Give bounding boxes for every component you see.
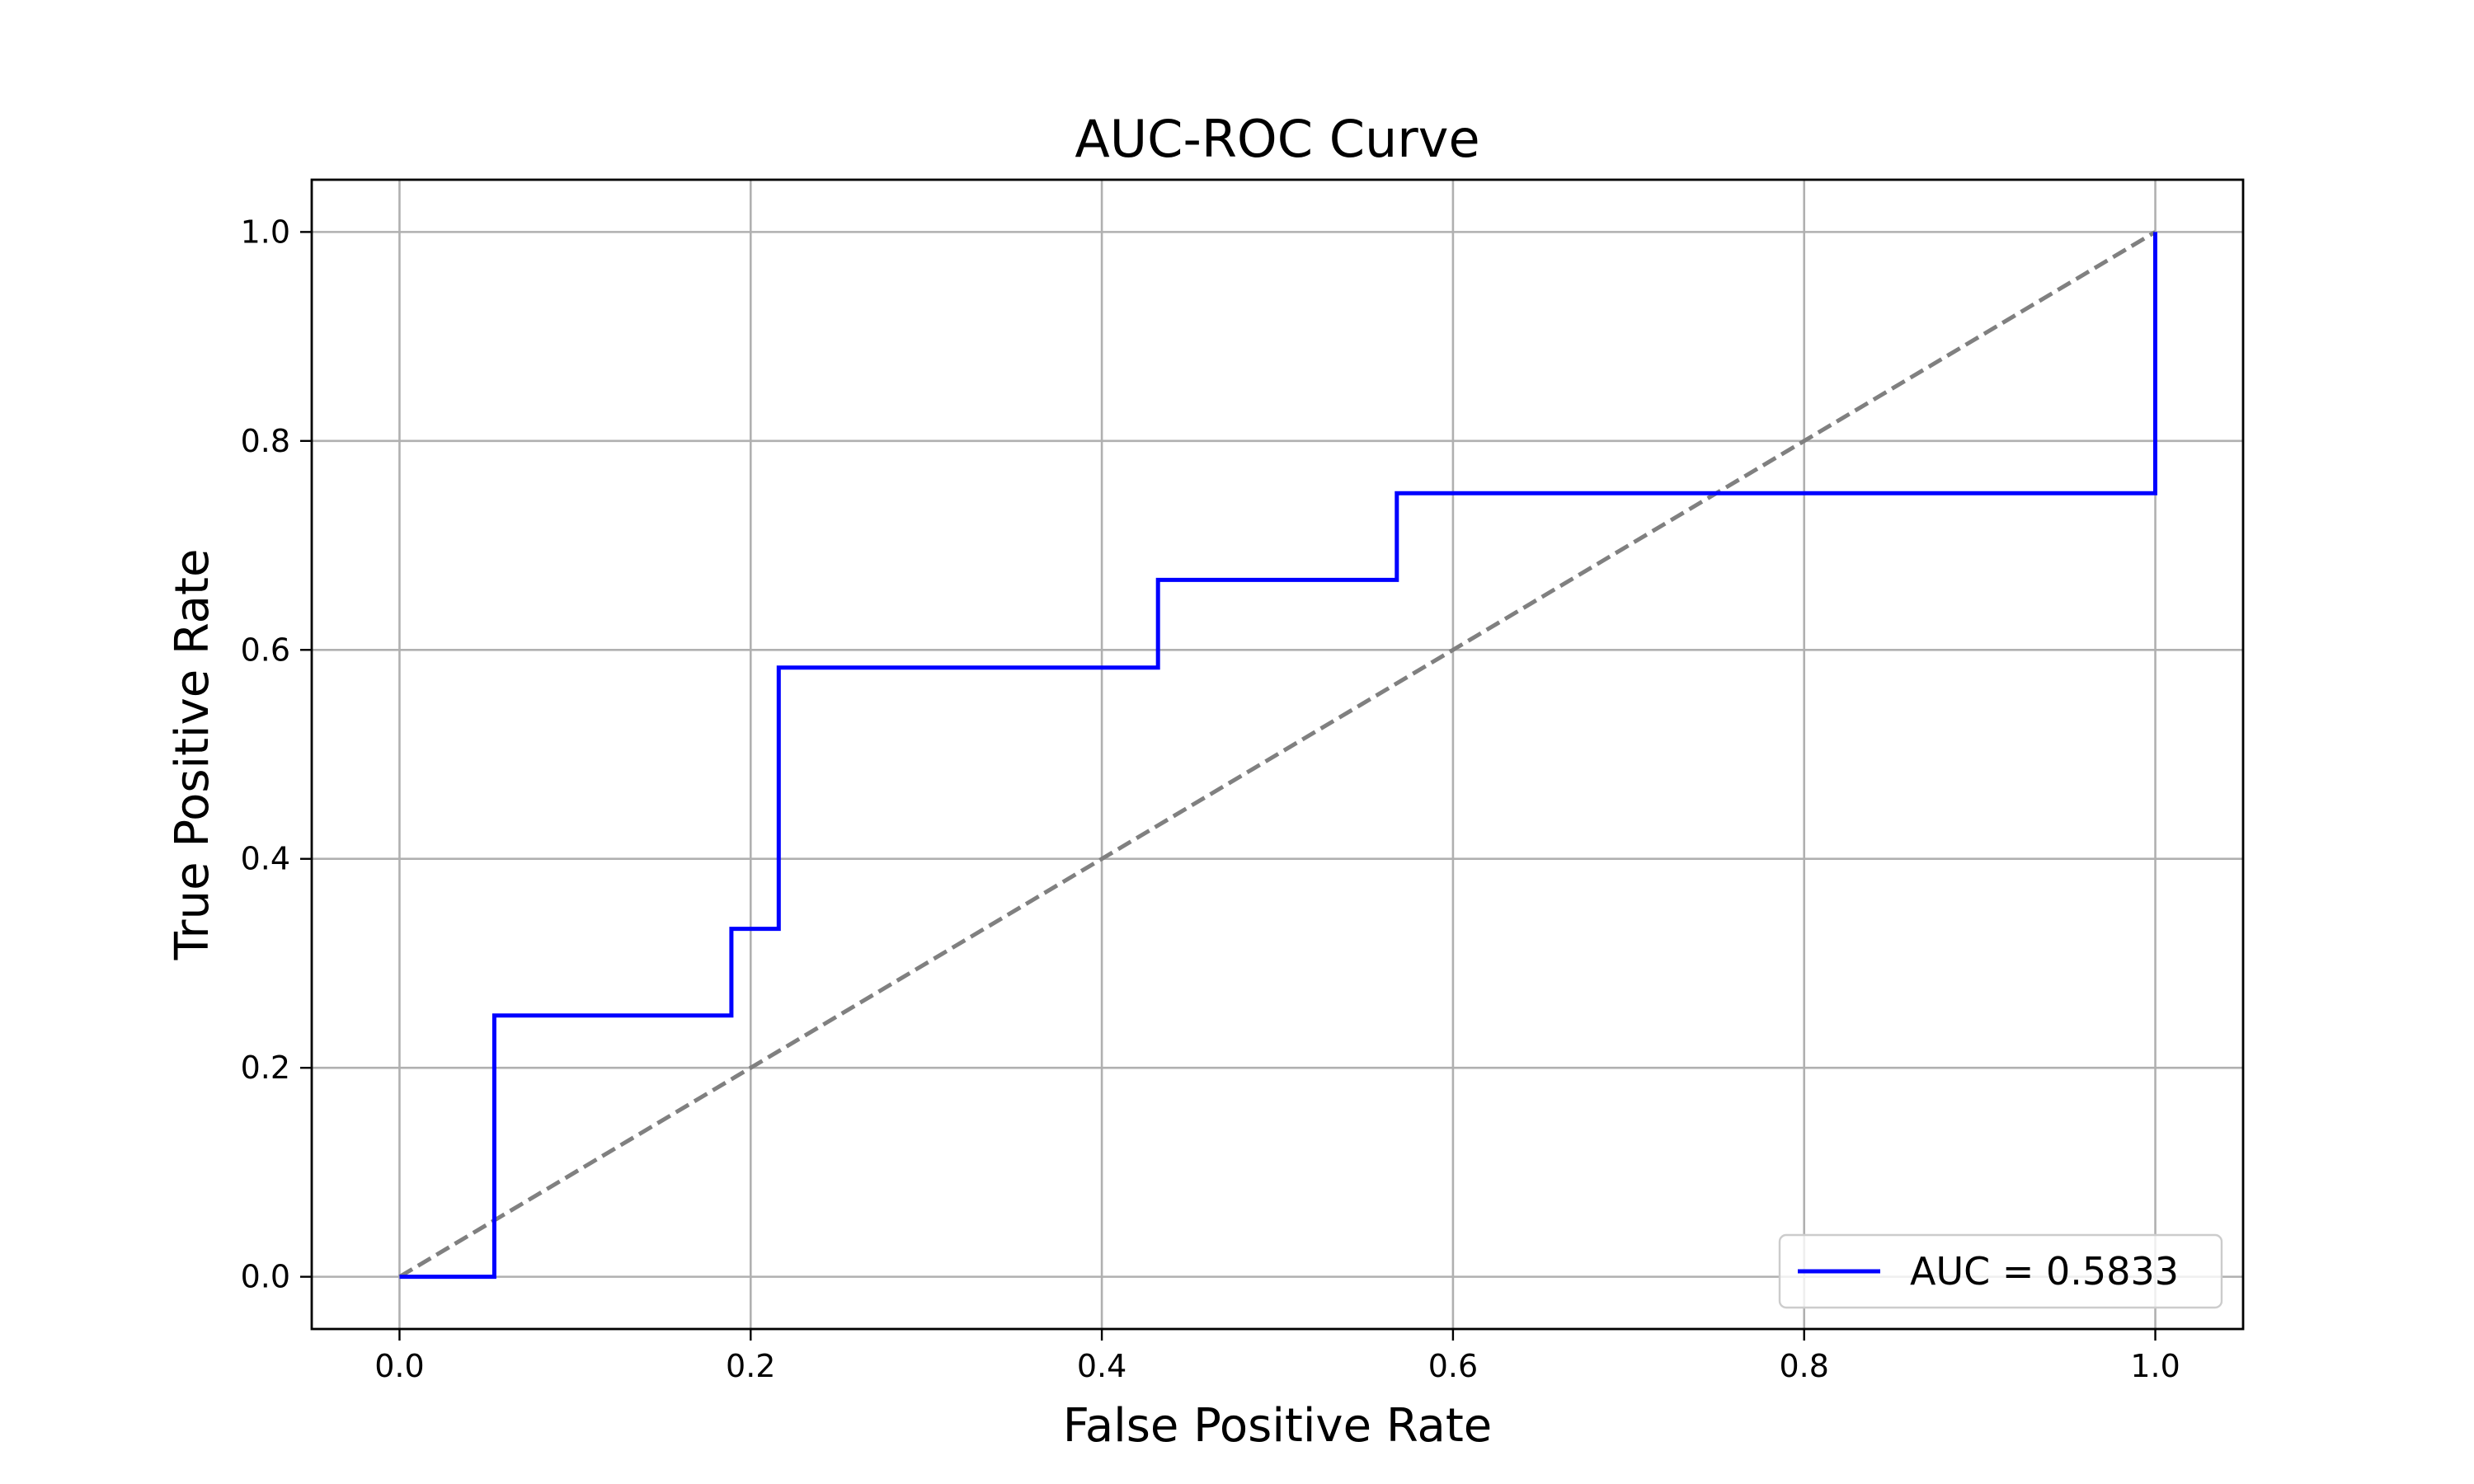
x-axis-label: False Positive Rate — [1063, 1399, 1492, 1453]
x-tick-label: 0.6 — [1428, 1348, 1478, 1384]
y-tick-label: 0.6 — [241, 632, 290, 668]
legend-label-roc: AUC = 0.5833 — [1910, 1249, 2179, 1294]
legend: AUC = 0.5833 — [1778, 1233, 2223, 1309]
y-tick-label: 1.0 — [241, 214, 290, 250]
chance-diagonal-line — [398, 230, 2157, 1279]
roc-curve-line — [399, 232, 2157, 1280]
y-tick-label: 0.4 — [241, 841, 290, 877]
y-tick-label: 0.0 — [241, 1259, 290, 1295]
plot-frame — [310, 178, 2245, 1331]
y-axis-label: True Positive Rate — [166, 549, 219, 961]
series-layer — [398, 230, 2157, 1280]
x-tick-label: 0.0 — [374, 1348, 424, 1384]
x-tick-label: 0.8 — [1780, 1348, 1829, 1384]
y-tick-label: 0.8 — [241, 423, 290, 459]
x-tick-label: 0.2 — [726, 1348, 775, 1384]
legend-box — [1778, 1233, 2223, 1309]
x-tick-label: 0.4 — [1077, 1348, 1126, 1384]
ticks: 0.0 0.2 0.4 0.6 0.8 1.0 0.0 0.2 0.4 0.6 0.8 1.0 — [241, 214, 2180, 1384]
x-tick-label: 1.0 — [2130, 1348, 2180, 1384]
chart-title: AUC-ROC Curve — [1075, 109, 1479, 169]
y-tick-label: 0.2 — [241, 1050, 290, 1086]
